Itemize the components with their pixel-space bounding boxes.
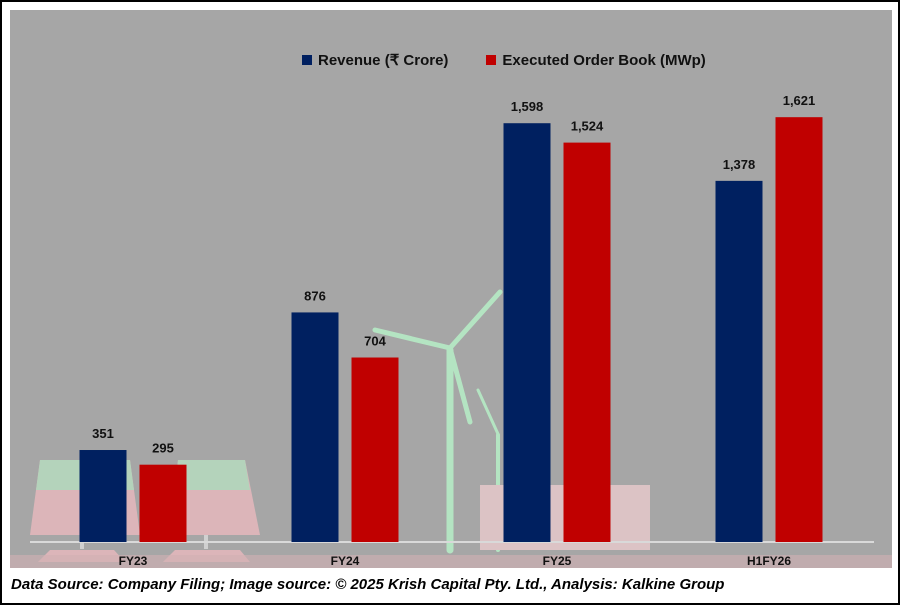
data-label: 704: [364, 334, 386, 349]
data-label: 1,621: [783, 93, 816, 108]
data-label: 1,598: [511, 99, 544, 114]
bar-fy25-order-book: [563, 142, 611, 542]
bar-fy23-revenue: [79, 450, 127, 542]
data-label: 1,378: [723, 157, 756, 172]
data-label: 295: [152, 441, 174, 456]
source-footnote: Data Source: Company Filing; Image sourc…: [11, 576, 725, 593]
data-label: 876: [304, 288, 326, 303]
bar-fy23-order-book: [139, 464, 187, 542]
x-tick-label: FY25: [543, 554, 572, 568]
data-label: 351: [92, 426, 114, 441]
wind-turbine-icon: [372, 289, 503, 554]
legend-label-order-book: Executed Order Book (MWp): [502, 51, 706, 69]
legend-item-order-book: Executed Order Book (MWp): [486, 51, 706, 69]
bar-fy24-revenue: [291, 312, 339, 542]
x-tick-label: H1FY26: [747, 554, 791, 568]
x-tick-label: FY24: [331, 554, 360, 568]
bar-h1fy26-order-book: [775, 117, 823, 542]
plot-area: 351 295 876 704 1,598 1,524 1,378 1,621 FY23 FY2…: [10, 10, 892, 568]
bar-fy24-order-book: [351, 357, 399, 542]
data-label: 1,524: [571, 119, 604, 134]
legend-label-revenue: Revenue (₹ Crore): [318, 52, 449, 69]
legend-item-revenue: Revenue (₹ Crore): [302, 51, 448, 69]
x-tick-label: FY23: [119, 554, 148, 568]
legend: Revenue (₹ Crore) Executed Order Book (M…: [302, 51, 706, 69]
legend-swatch-revenue: [302, 55, 312, 65]
bar-h1fy26-revenue: [715, 180, 763, 543]
bar-fy25-revenue: [503, 123, 551, 542]
legend-swatch-order-book: [486, 55, 497, 65]
bar-chart: 351 295 876 704 1,598 1,524 1,378 1,621 FY23 FY2…: [10, 93, 892, 568]
